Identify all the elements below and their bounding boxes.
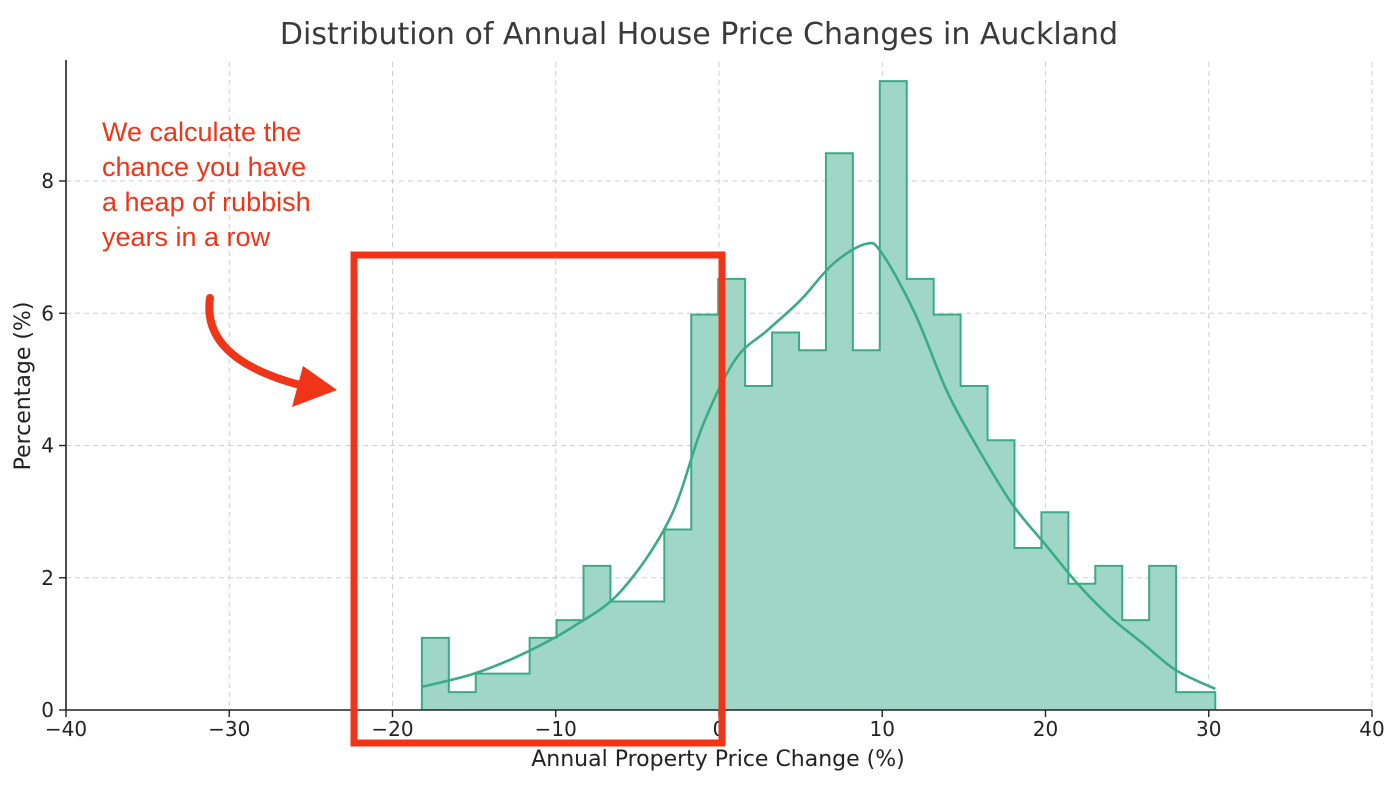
histogram-bar xyxy=(772,332,800,710)
histogram-bar xyxy=(960,386,989,710)
curved-arrow-icon xyxy=(205,294,337,407)
histogram-bar xyxy=(475,673,504,710)
histogram-bar xyxy=(1176,692,1204,710)
y-ticks: 0 2 4 6 8 xyxy=(41,169,66,722)
histogram-bar xyxy=(1041,512,1069,710)
histogram-bar xyxy=(1014,548,1043,710)
annotation-line: We calculate the xyxy=(102,117,301,147)
y-tick-label: 8 xyxy=(41,169,54,193)
histogram-bar xyxy=(664,529,692,710)
y-tick-label: 2 xyxy=(41,566,54,590)
histogram-outline xyxy=(420,80,1217,710)
x-tick-label: 10 xyxy=(870,717,895,741)
histogram-bar xyxy=(933,314,962,710)
annotation-text: We calculate the chance you have a heap … xyxy=(102,117,311,252)
x-axis-label: Annual Property Price Change (%) xyxy=(531,747,905,772)
histogram-bar xyxy=(1095,565,1123,710)
x-tick-label: −30 xyxy=(208,717,250,741)
histogram-bar xyxy=(610,601,638,710)
x-tick-label: −40 xyxy=(45,717,87,741)
histogram-bar xyxy=(879,81,908,710)
y-axis-label: Percentage (%) xyxy=(11,302,36,471)
annotation-line: chance you have xyxy=(102,152,306,182)
x-tick-label: 20 xyxy=(1033,717,1058,741)
histogram-bar xyxy=(798,350,827,710)
y-tick-label: 4 xyxy=(41,434,54,458)
histogram-bar xyxy=(825,153,854,711)
histogram-bars xyxy=(421,81,1216,711)
x-tick-label: −10 xyxy=(535,717,577,741)
histogram-bar xyxy=(691,314,719,710)
histogram-bar xyxy=(502,673,531,710)
kde-curve xyxy=(421,241,1216,691)
y-tick-label: 6 xyxy=(41,301,54,325)
annotation-line: years in a row xyxy=(102,222,271,252)
histogram-bar xyxy=(1149,565,1177,710)
histogram-bar xyxy=(421,637,450,710)
histogram-bar xyxy=(987,440,1016,710)
x-tick-label: −20 xyxy=(371,717,413,741)
annotation-line: a heap of rubbish xyxy=(102,187,311,217)
histogram-bar xyxy=(448,692,477,710)
histogram-bar xyxy=(637,601,665,710)
chart-title: Distribution of Annual House Price Chang… xyxy=(280,17,1118,52)
y-tick-label: 0 xyxy=(41,698,54,722)
histogram-bar xyxy=(583,565,612,710)
x-tick-label: 30 xyxy=(1196,717,1221,741)
histogram-bar xyxy=(852,350,881,710)
histogram-bar xyxy=(745,386,773,710)
histogram-bar xyxy=(906,278,935,710)
x-tick-label: 40 xyxy=(1359,717,1384,741)
histogram-bar xyxy=(1203,692,1216,710)
x-ticks: −40 −30 −20 −10 0 10 20 30 40 xyxy=(45,710,1385,741)
histogram-bar xyxy=(1122,620,1150,710)
histogram-bar xyxy=(1068,583,1096,710)
highlight-box xyxy=(350,251,726,747)
histogram-bar xyxy=(529,637,558,710)
